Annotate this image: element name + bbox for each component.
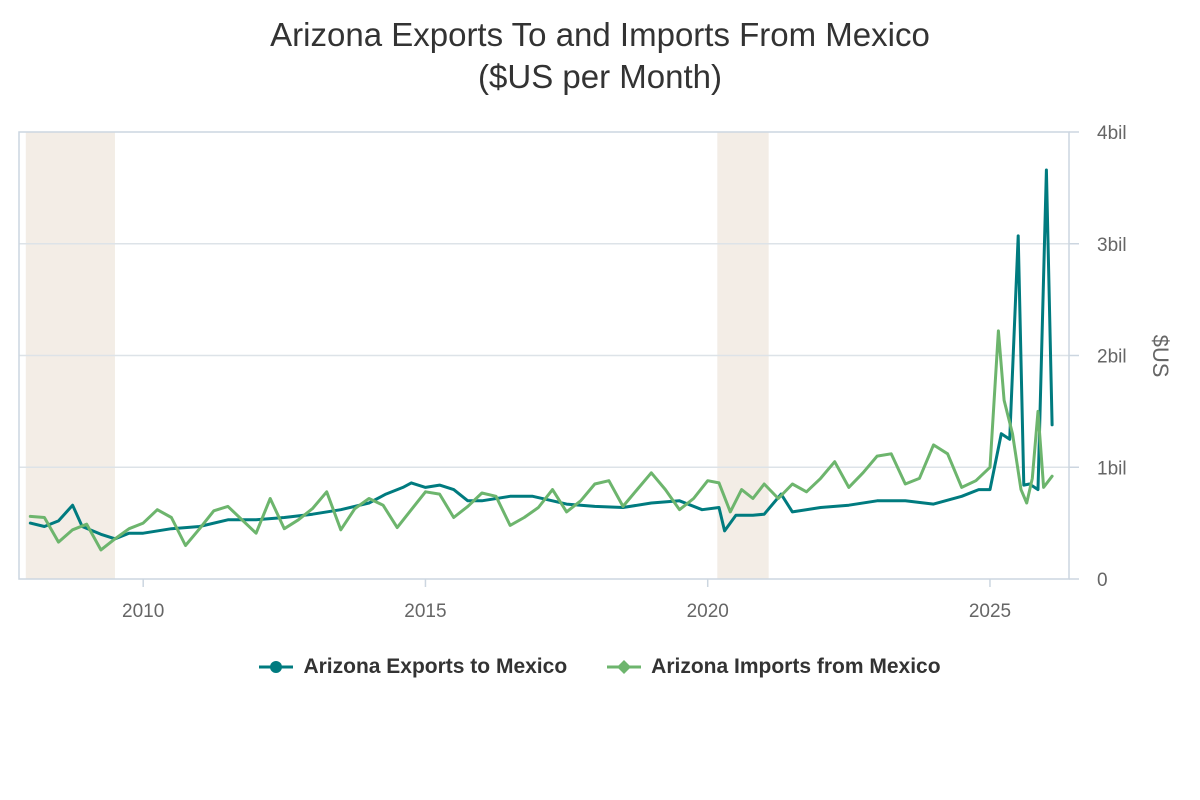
x-tick-label-1: 2015 (404, 601, 446, 622)
x-tick-label-3: 2025 (969, 601, 1011, 622)
x-tick-label-0: 2010 (122, 601, 164, 622)
y-tick-label-4: 4bil (1097, 123, 1127, 144)
y-tick-label-0: 0 (1097, 570, 1108, 591)
y-tick-label-1: 1bil (1097, 458, 1127, 479)
y-axis-title: $US (1148, 335, 1173, 378)
legend: Arizona Exports to Mexico Arizona Import… (0, 655, 1200, 679)
legend-label-exports: Arizona Exports to Mexico (303, 655, 568, 678)
chart-title-line-2: ($US per Month) (478, 58, 722, 95)
x-axis-ticks: 2010 2015 2020 2025 (122, 579, 1011, 622)
diamond-marker-icon (607, 660, 642, 674)
series-line-1 (28, 329, 1054, 552)
series-lines (28, 168, 1054, 552)
series-line-0 (28, 168, 1054, 541)
y-tick-label-2: 2bil (1097, 347, 1127, 368)
legend-item-exports[interactable]: Arizona Exports to Mexico (259, 655, 567, 679)
circle-marker-icon (259, 661, 294, 673)
chart-title: Arizona Exports To and Imports From Mexi… (0, 14, 1200, 98)
legend-label-imports: Arizona Imports from Mexico (651, 655, 941, 678)
grid-lines (19, 243, 1069, 468)
legend-item-imports[interactable]: Arizona Imports from Mexico (607, 655, 941, 679)
x-tick-label-2: 2020 (687, 601, 729, 622)
chart-title-line-1: Arizona Exports To and Imports From Mexi… (270, 16, 930, 53)
y-axis-ticks: 0 1bil 2bil 3bil 4bil (1069, 123, 1127, 591)
y-tick-label-3: 3bil (1097, 235, 1127, 256)
